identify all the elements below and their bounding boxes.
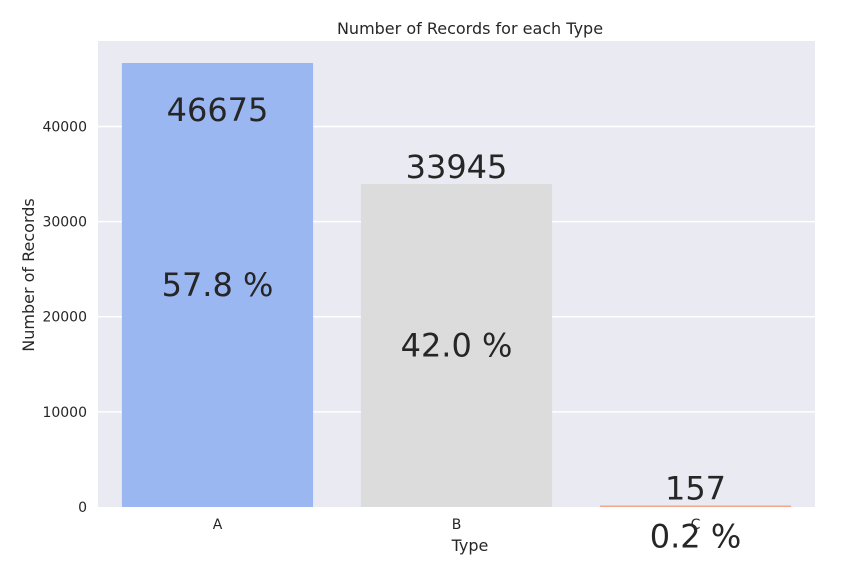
bars [121,63,792,508]
value-label: 157 [665,470,726,508]
x-axis-ticks: A B C [213,517,701,533]
percent-label: 57.8 % [162,266,274,304]
x-tick-label: B [452,517,462,533]
bar-labels: 46675 57.8 % 33945 42.0 % 157 0.2 % [162,91,742,556]
y-tick-label: 0 [78,500,87,516]
y-tick-label: 40000 [42,119,87,135]
y-tick-label: 20000 [42,310,87,326]
value-label: 33945 [406,148,508,186]
chart-title: Number of Records for each Type [337,19,603,38]
percent-label: 42.0 % [401,327,513,365]
x-axis-label: Type [451,536,489,555]
bar-a [121,63,314,507]
y-axis-label: Number of Records [19,198,38,351]
bar-c [599,505,792,507]
bar-b [360,184,553,508]
x-tick-label: C [691,517,701,533]
y-tick-label: 10000 [42,405,87,421]
percent-label: 0.2 % [650,518,741,556]
y-axis-ticks: 0 10000 20000 30000 40000 [42,119,87,516]
y-tick-label: 30000 [42,215,87,231]
value-label: 46675 [167,91,269,129]
x-tick-label: A [213,517,223,533]
